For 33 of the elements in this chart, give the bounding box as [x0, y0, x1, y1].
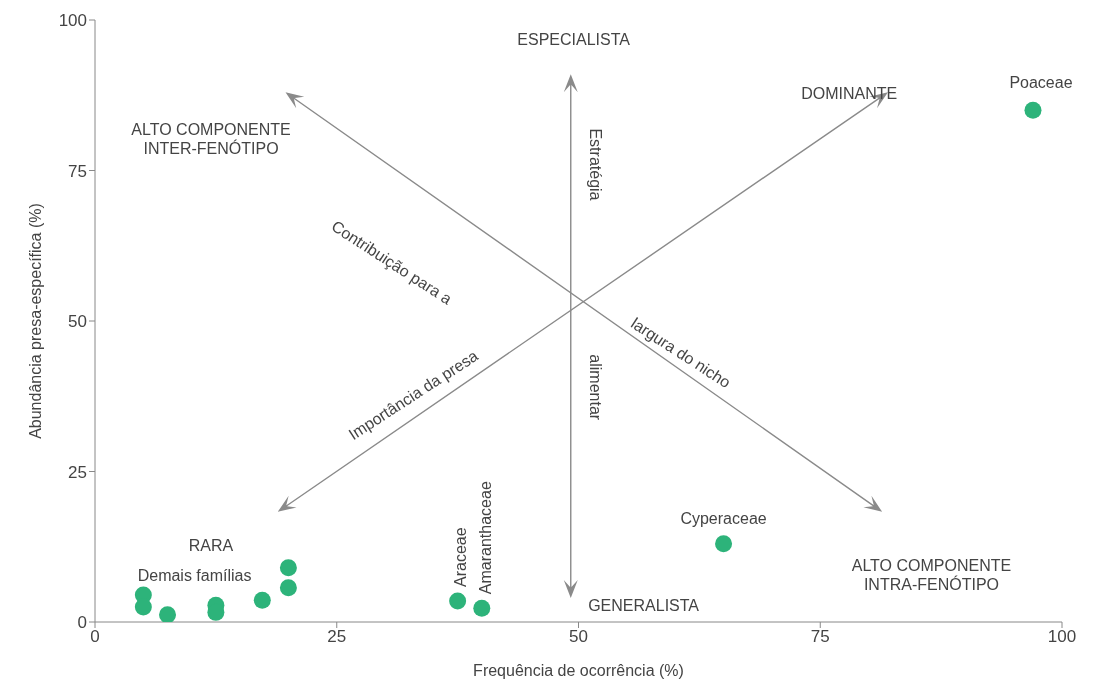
annotation: RARA — [188, 536, 234, 554]
annotation: alimentar — [586, 354, 604, 421]
annotation: GENERALISTA — [588, 597, 700, 615]
annotation: ESPECIALISTA — [517, 31, 631, 49]
annotation: Amaranthaceae — [477, 481, 495, 595]
annotation: Estratégia — [586, 128, 604, 201]
annotation: Poaceae — [1009, 74, 1073, 92]
x-tick-label: 0 — [90, 627, 100, 647]
point — [449, 592, 467, 610]
point — [473, 599, 491, 617]
point — [279, 559, 297, 577]
x-tick-label: 25 — [327, 627, 347, 647]
annotation: DOMINANTE — [801, 85, 898, 103]
x-tick-label: 100 — [1047, 627, 1077, 647]
y-axis-title: Abundância presa-específica (%) — [26, 203, 44, 439]
y-tick-label: 75 — [68, 161, 87, 181]
point — [279, 579, 297, 597]
annotation: Demais famílias — [137, 567, 252, 585]
x-tick-label: 50 — [569, 627, 588, 647]
y-tick-label: 100 — [58, 11, 87, 31]
y-tick-label: 25 — [68, 462, 87, 482]
x-axis-title: Frequência de ocorrência (%) — [473, 662, 684, 679]
point — [159, 606, 177, 622]
annotation: ALTO COMPONENTE INTER-FENÓTIPO — [131, 121, 291, 158]
point — [253, 591, 271, 609]
x-tick-label: 75 — [810, 627, 830, 647]
point — [715, 535, 733, 553]
annotation: Araceae — [451, 527, 469, 587]
y-tick-label: 0 — [77, 613, 87, 633]
annotation: Cyperaceae — [680, 509, 767, 527]
point — [1024, 101, 1042, 119]
annotation: ALTO COMPONENTE INTRA-FENÓTIPO — [851, 557, 1012, 594]
y-tick-label: 50 — [68, 312, 87, 332]
